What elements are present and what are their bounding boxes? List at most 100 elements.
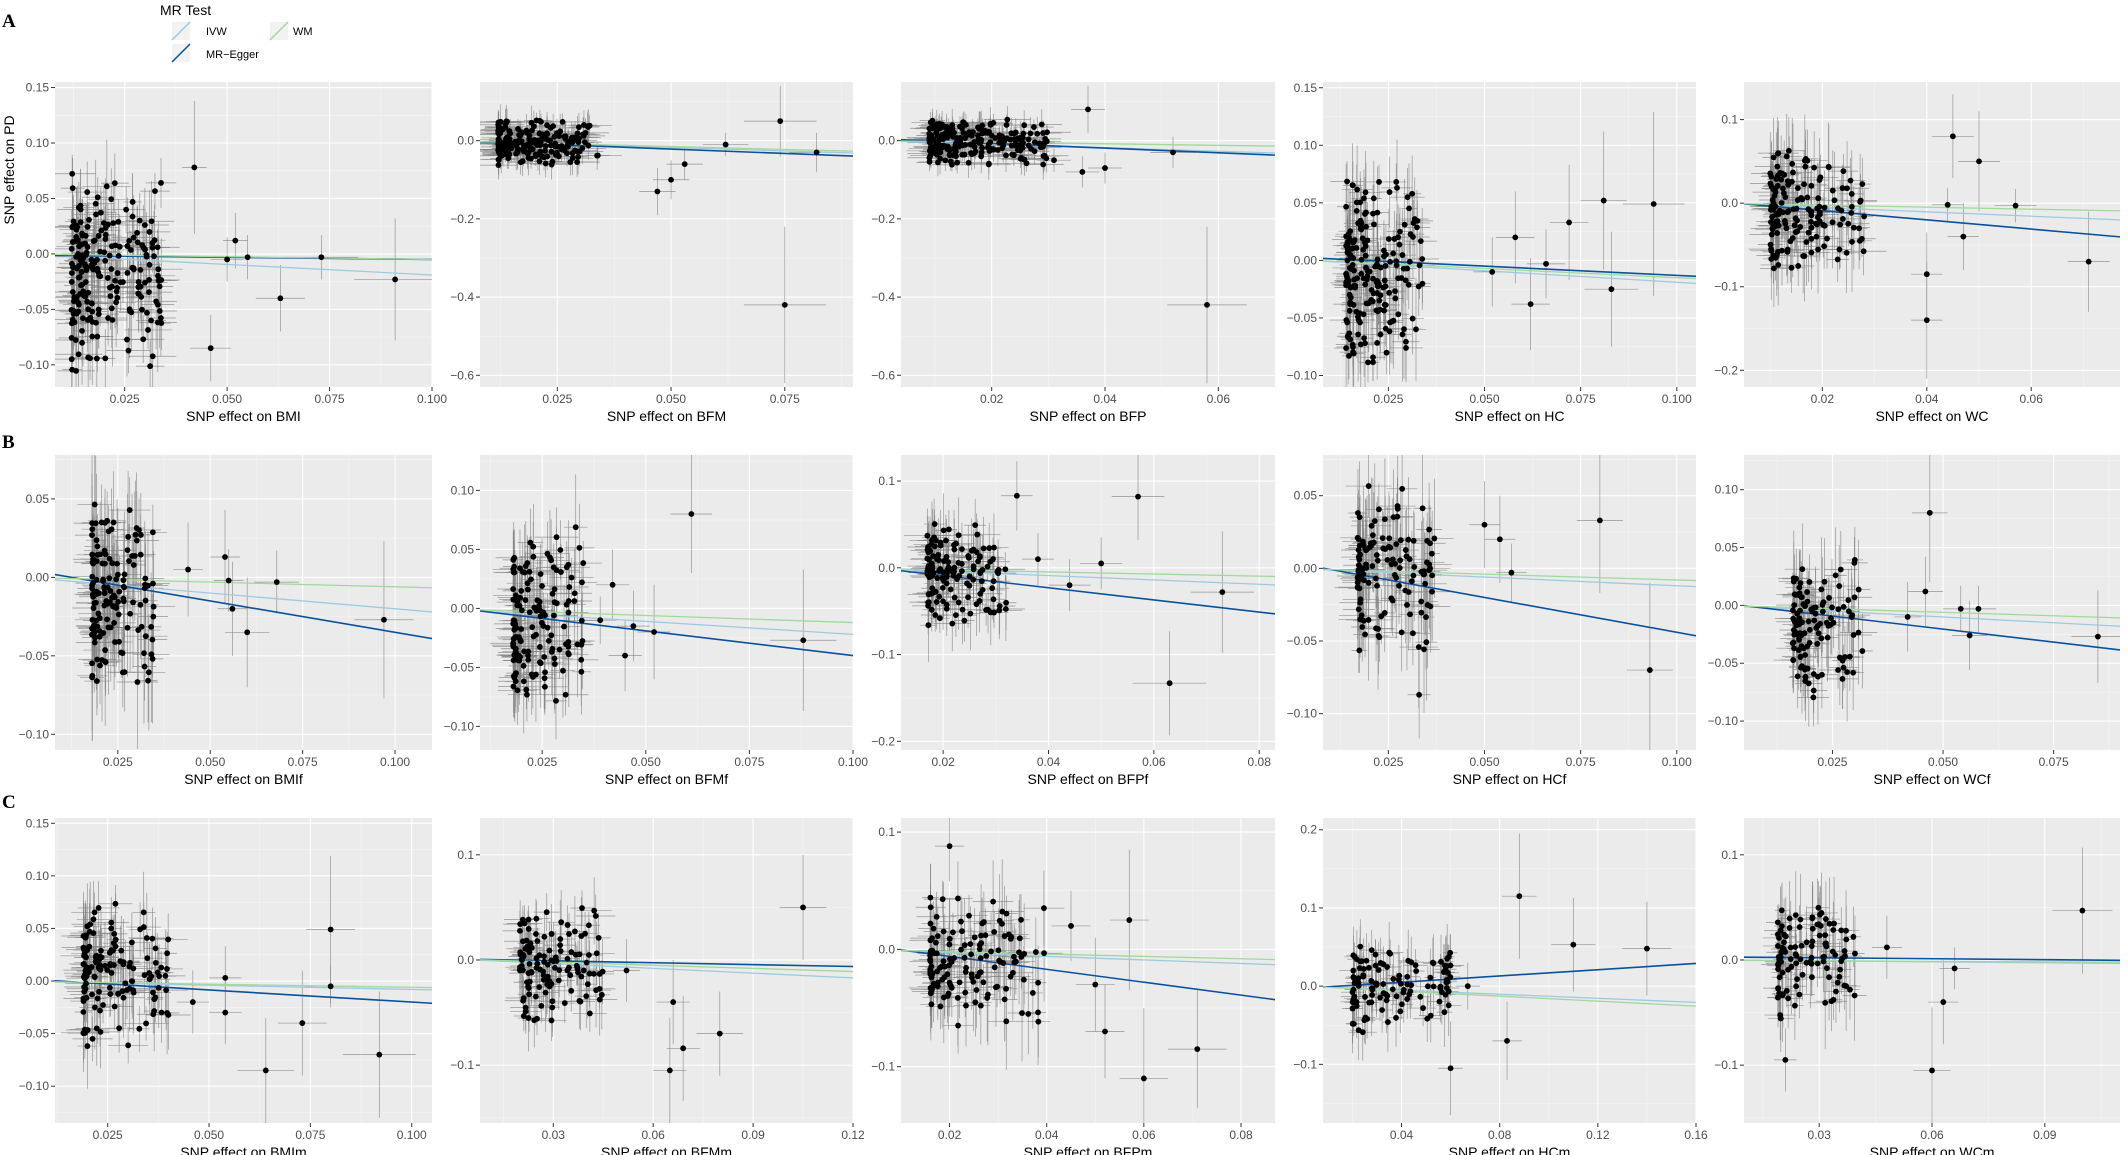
snp-point [69, 223, 76, 230]
snp-point [1859, 235, 1865, 242]
snp-point [1041, 140, 1048, 147]
snp-point [1009, 151, 1016, 158]
snp-point [1381, 307, 1388, 314]
snp-point [937, 155, 943, 162]
snp-point [232, 237, 239, 244]
snp-point [85, 354, 92, 361]
snp-point [79, 241, 85, 248]
snp-point [552, 140, 559, 147]
snp-point [1797, 224, 1804, 230]
snp-point [139, 306, 145, 313]
snp-point [995, 566, 1002, 573]
y-tick-label: 0.00 [26, 247, 50, 261]
x-tick-label: 0.025 [527, 755, 557, 769]
snp-point [92, 200, 99, 207]
snp-point [155, 272, 161, 279]
snp-point [146, 229, 153, 235]
snp-point [1346, 307, 1353, 314]
snp-point [510, 617, 517, 624]
snp-point [1489, 269, 1496, 275]
snp-point [609, 581, 616, 588]
snp-point [925, 565, 931, 572]
snp-point [149, 655, 156, 662]
snp-point [495, 136, 502, 143]
y-tick-label: −0.4 [450, 290, 474, 304]
snp-point [121, 584, 128, 591]
x-axis-label: SNP effect on BMIf [184, 771, 303, 787]
snp-point [549, 158, 556, 165]
snp-point [933, 599, 940, 605]
snp-point [141, 650, 147, 657]
snp-point [1066, 582, 1073, 589]
snp-point [514, 687, 521, 694]
snp-point [107, 624, 114, 631]
snp-point [90, 605, 97, 611]
x-tick-label: 0.100 [1662, 755, 1692, 769]
snp-point [930, 553, 937, 559]
snp-point [126, 558, 132, 564]
plot-area [55, 100, 432, 387]
snp-point [574, 159, 580, 165]
snp-point [1835, 205, 1841, 212]
snp-point [1847, 177, 1854, 184]
snp-point [115, 611, 122, 618]
snp-point [722, 141, 729, 148]
snp-point [318, 254, 325, 261]
snp-point [1771, 192, 1778, 199]
snp-point [1778, 200, 1785, 206]
legend: MR Test IVW MR−Egger WM [160, 2, 313, 63]
snp-point [1770, 265, 1777, 272]
snp-point [1831, 197, 1838, 204]
x-axis-label: SNP effect on BFM [607, 408, 726, 424]
x-tick-label: 0.100 [417, 392, 447, 406]
snp-point [990, 578, 997, 585]
snp-point [1363, 209, 1369, 216]
snp-point [530, 123, 537, 130]
plot-area [1323, 455, 1696, 750]
snp-point [955, 599, 962, 606]
snp-point [137, 283, 144, 290]
snp-point [134, 239, 141, 246]
y-tick-label: 0.0 [878, 134, 895, 148]
snp-point [75, 274, 82, 281]
snp-point [133, 525, 140, 531]
snp-point [559, 119, 566, 125]
snp-point [542, 160, 549, 167]
snp-point [537, 571, 544, 577]
plot-area [480, 85, 853, 384]
snp-point [1038, 121, 1045, 128]
snp-point [578, 668, 585, 675]
x-tick-label: 0.075 [288, 755, 318, 769]
snp-point [1785, 182, 1792, 188]
snp-point [207, 345, 214, 352]
snp-point [1816, 177, 1823, 183]
snp-point [1374, 339, 1381, 346]
snp-point [146, 289, 152, 296]
snp-point [517, 594, 524, 601]
snp-point [1767, 180, 1774, 187]
snp-point [102, 519, 108, 526]
snp-point [1361, 335, 1367, 342]
row-label-a: A [2, 11, 16, 32]
snp-point [594, 152, 601, 159]
snp-point [142, 279, 148, 286]
snp-point [156, 308, 163, 314]
snp-point [813, 149, 820, 156]
y-tick-label: −0.4 [871, 290, 895, 304]
snp-point [576, 124, 582, 131]
snp-point [1808, 182, 1815, 189]
snp-point [1381, 277, 1388, 284]
snp-point [562, 691, 569, 698]
snp-point [1351, 276, 1358, 283]
snp-point [392, 276, 399, 283]
snp-point [148, 623, 155, 630]
snp-point [1386, 289, 1393, 296]
snp-point [553, 697, 559, 704]
snp-point [533, 671, 539, 678]
snp-point [1801, 181, 1808, 188]
snp-point [963, 121, 969, 128]
snp-point [1353, 245, 1360, 251]
panel-hc: 0.025 0.050 0.075 0.100 −0.10 −0.05 0.00 0.05 0.… [1287, 81, 1696, 424]
snp-point [1788, 264, 1795, 271]
snp-point [1353, 199, 1360, 206]
